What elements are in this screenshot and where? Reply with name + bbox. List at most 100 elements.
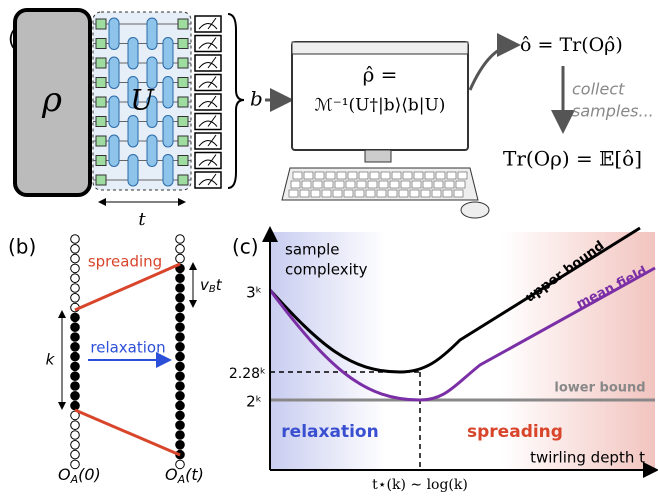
site [70,361,80,372]
key [411,180,422,189]
panel-label: (c) [232,235,259,259]
site [175,342,185,352]
qubit [95,116,107,127]
qubit [95,174,107,186]
light-cone [74,408,181,457]
symbol: v [200,276,210,294]
key [391,171,402,180]
meter [198,134,218,147]
qubit [95,18,107,30]
gate [146,17,158,50]
site [70,420,80,431]
site [175,351,185,362]
site [175,273,185,284]
key [299,189,310,198]
y-axis-title: complexity [285,261,368,279]
site [175,391,185,401]
meter [198,115,218,127]
site [175,361,185,372]
site [175,293,185,303]
collect-line: samples... [572,102,654,121]
result: Tr(Oρ) = 𝔼[ô] [503,147,642,171]
depth-label: t [138,209,146,230]
site [70,381,80,391]
site [70,293,80,303]
estimator-rhs: ℳ⁻¹(U†|b⟩⟨b|U) [315,96,446,116]
key [446,171,457,180]
meter [198,56,218,69]
y-axis-title: sample [285,241,340,259]
outcome-label: b [250,87,263,111]
key [312,180,323,189]
site [175,244,185,254]
key [314,171,325,180]
qubit [95,38,107,49]
key [457,171,468,180]
key [409,189,420,198]
site [70,234,80,244]
gate [162,76,174,109]
key [369,171,380,180]
key [354,189,365,198]
estimator-lhs: ρ̂ = [363,63,398,87]
size-label: k [46,351,56,369]
meter [198,173,218,186]
gate [162,115,174,148]
site [175,410,185,421]
site [70,391,80,401]
site [175,420,185,431]
qubit [95,135,107,147]
key [321,189,332,198]
key [325,171,336,180]
gate [127,115,139,148]
site [70,342,80,352]
site [70,312,80,323]
gate [127,154,139,187]
argument: (0) [78,465,101,484]
key [301,180,312,189]
y-tick-label: 2.28ᵏ [229,366,266,382]
symbol: t [216,276,223,294]
gate [108,95,120,128]
subscript: A [70,473,79,486]
key [424,171,435,180]
key [453,189,464,198]
gate [108,56,120,89]
key [347,171,358,180]
gate [127,76,139,109]
collect-line: collect [572,80,625,99]
regime-label: spreading [467,422,563,442]
key [378,180,389,189]
gate [146,134,158,167]
qubit [177,18,189,30]
site [175,371,185,382]
site [70,332,80,342]
site [70,253,80,264]
y-tick-label: 2ᵏ [246,393,262,411]
key [376,189,387,198]
key [290,180,301,189]
meter [198,154,218,166]
subscript: B [209,284,216,295]
key [310,189,321,198]
key [422,180,433,189]
key [435,171,446,180]
keys [288,171,468,198]
site [175,440,185,450]
key [303,171,314,180]
relaxation-label: relaxation [90,339,165,357]
brace [227,13,245,189]
qubit [95,77,107,88]
x-tick-label: t⋆(k) ∼ log(k) [372,477,468,493]
key [358,171,369,180]
argument: (t) [185,465,204,484]
unitary-symbol: U [130,84,155,117]
gate [162,37,174,70]
key [420,189,431,198]
key [356,180,367,189]
site [70,273,80,284]
site [70,430,80,440]
site [175,381,185,391]
subscript: A [177,473,186,486]
symbol: O [58,465,71,484]
